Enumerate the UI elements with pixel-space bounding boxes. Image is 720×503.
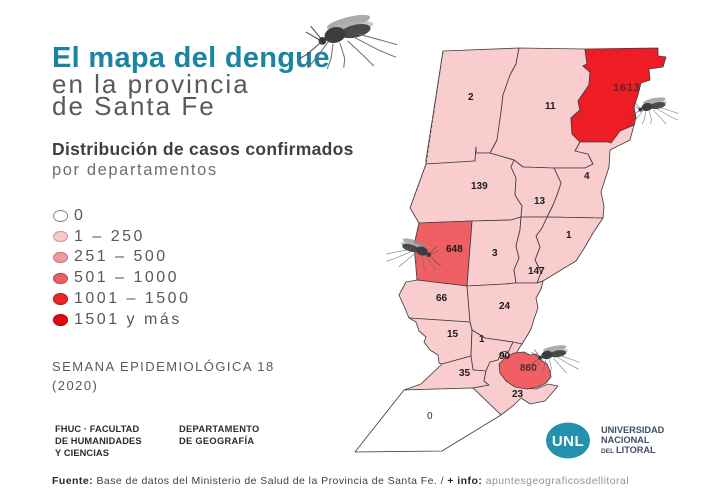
svg-text:66: 66 bbox=[436, 293, 448, 304]
svg-text:24: 24 bbox=[499, 301, 511, 312]
svg-text:13: 13 bbox=[534, 196, 546, 207]
svg-text:15: 15 bbox=[447, 329, 459, 340]
svg-text:4: 4 bbox=[584, 171, 590, 182]
svg-text:11: 11 bbox=[545, 101, 556, 112]
svg-text:UNL: UNL bbox=[552, 433, 584, 450]
svg-text:1: 1 bbox=[479, 334, 485, 345]
svg-text:35: 35 bbox=[459, 368, 471, 379]
svg-text:1: 1 bbox=[566, 230, 572, 241]
svg-text:139: 139 bbox=[471, 181, 488, 192]
svg-text:860: 860 bbox=[520, 363, 537, 374]
svg-text:3: 3 bbox=[492, 248, 498, 259]
svg-text:147: 147 bbox=[528, 266, 545, 277]
svg-text:0: 0 bbox=[427, 411, 433, 422]
svg-text:648: 648 bbox=[446, 244, 463, 255]
svg-text:90: 90 bbox=[499, 351, 511, 362]
svg-text:2: 2 bbox=[468, 92, 474, 103]
svg-text:1613: 1613 bbox=[613, 82, 641, 94]
svg-text:23: 23 bbox=[512, 389, 524, 400]
